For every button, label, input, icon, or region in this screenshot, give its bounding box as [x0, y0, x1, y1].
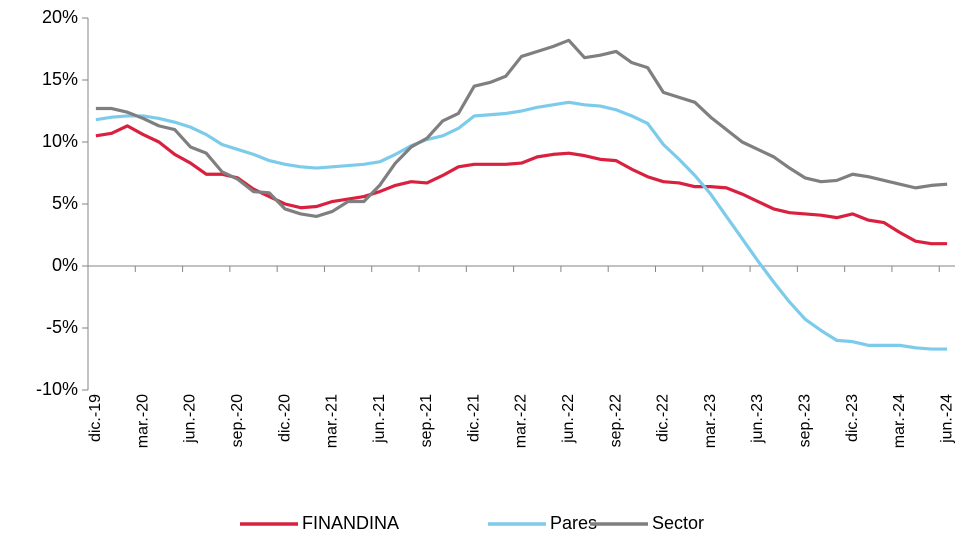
- y-tick-label: 10%: [42, 131, 78, 151]
- y-tick-label: 0%: [52, 255, 78, 275]
- series-line: [95, 38, 948, 218]
- legend-label: FINANDINA: [302, 513, 399, 533]
- x-tick-label: mar.-23: [702, 394, 719, 448]
- x-tick-label: jun.-21: [371, 394, 388, 444]
- x-tick-label: sep.-22: [607, 394, 624, 447]
- y-tick-label: -10%: [36, 379, 78, 399]
- x-tick-label: sep.-23: [796, 394, 813, 447]
- series-line: [95, 100, 948, 351]
- y-tick-label: -5%: [46, 317, 78, 337]
- x-tick-label: dic.-20: [276, 394, 293, 442]
- x-tick-label: sep.-20: [229, 394, 246, 447]
- y-tick-label: 5%: [52, 193, 78, 213]
- x-tick-label: dic.-23: [844, 394, 861, 442]
- x-tick-label: sep.-21: [418, 394, 435, 447]
- x-tick-label: mar.-22: [513, 394, 530, 448]
- x-tick-label: dic.-22: [655, 394, 672, 442]
- x-tick-label: mar.-21: [324, 394, 341, 448]
- y-tick-label: 20%: [42, 7, 78, 27]
- x-tick-label: jun.-22: [560, 394, 577, 444]
- x-tick-label: dic.-21: [465, 394, 482, 442]
- legend-label: Sector: [652, 513, 704, 533]
- legend-label: Pares: [550, 513, 597, 533]
- y-tick-label: 15%: [42, 69, 78, 89]
- x-tick-label: jun.-24: [938, 394, 955, 444]
- x-tick-label: mar.-24: [891, 394, 908, 448]
- x-tick-label: jun.-20: [182, 394, 199, 444]
- x-tick-label: mar.-20: [134, 394, 151, 448]
- x-tick-label: dic.-19: [87, 394, 104, 442]
- x-tick-label: jun.-23: [749, 394, 766, 444]
